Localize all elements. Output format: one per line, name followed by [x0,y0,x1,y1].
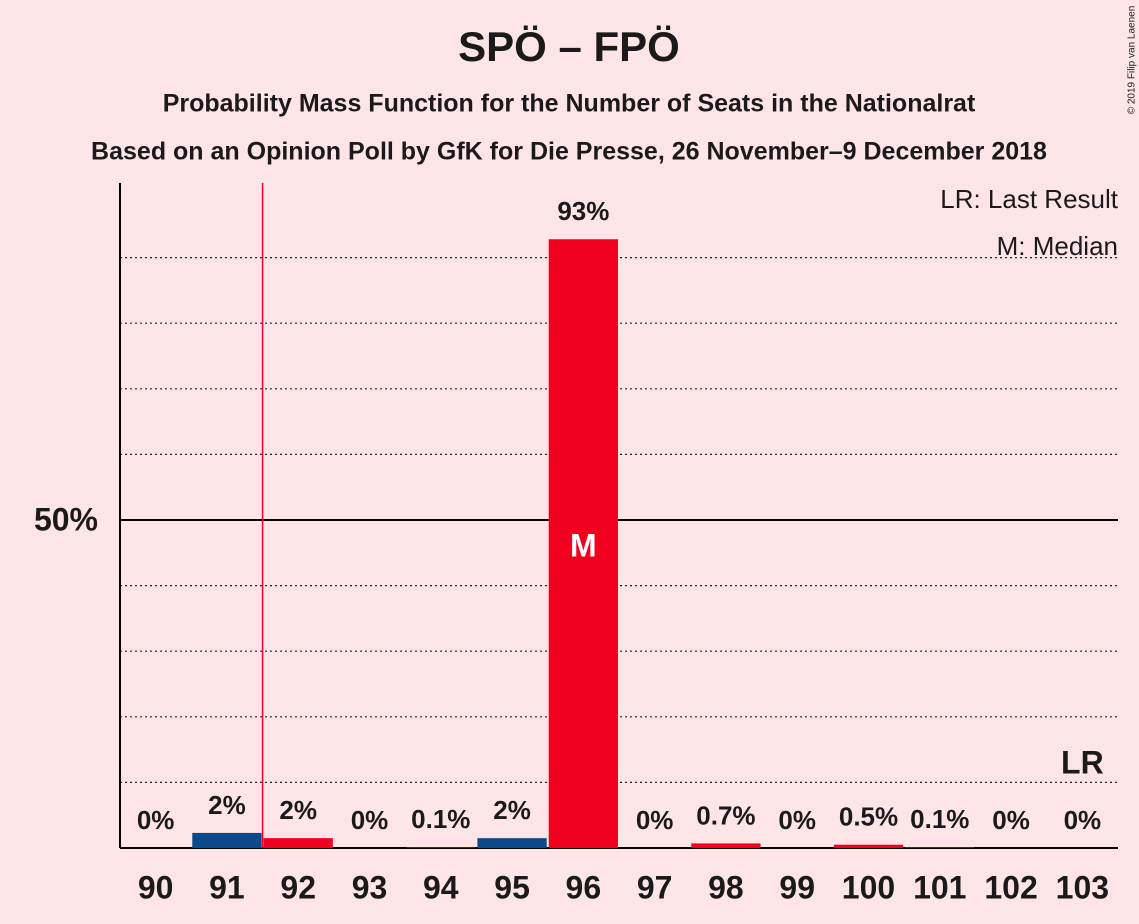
chart-subtitle: Based on an Opinion Poll by GfK for Die … [91,138,1047,166]
bar [691,843,761,848]
value-label: 0% [992,805,1030,835]
bar [833,844,904,848]
bar [406,847,476,848]
y-tick-label: 50% [34,501,98,537]
copyright: © 2019 Filip van Laenen [1127,6,1138,115]
x-tick-label: 93 [352,869,388,905]
x-tick-label: 99 [779,869,815,905]
x-tick-label: 100 [842,869,895,905]
value-label: 0.1% [411,804,470,834]
chart-subtitle: Probability Mass Function for the Number… [163,90,976,118]
chart-title: SPÖ – FPÖ [458,23,680,70]
median-marker: M [570,527,597,563]
x-tick-label: 102 [984,869,1037,905]
value-label: 2% [208,790,246,820]
bar [192,832,262,848]
value-label: 0.1% [910,804,969,834]
last-result-marker: LR [1061,744,1104,780]
x-tick-label: 97 [637,869,673,905]
value-label: 0% [778,805,816,835]
value-label: 0% [351,805,389,835]
x-tick-label: 92 [280,869,316,905]
legend-entry: M: Median [997,231,1118,261]
legend-entry: LR: Last Result [940,184,1119,214]
x-tick-label: 98 [708,869,744,905]
value-label: 0% [1064,805,1102,835]
bar [905,847,975,848]
value-label: 0.7% [696,800,755,830]
x-tick-label: 96 [566,869,602,905]
x-tick-label: 91 [209,869,245,905]
bar [263,838,333,848]
value-label: 93% [557,196,609,226]
x-tick-label: 101 [913,869,966,905]
x-tick-label: 103 [1056,869,1109,905]
x-tick-label: 90 [138,869,174,905]
bar [548,239,618,848]
value-label: 0% [636,805,674,835]
value-label: 0.5% [839,802,898,832]
x-tick-label: 94 [423,869,459,905]
bar [477,838,547,848]
x-tick-label: 95 [494,869,530,905]
value-label: 2% [493,795,531,825]
value-label: 0% [137,805,175,835]
value-label: 2% [279,795,317,825]
